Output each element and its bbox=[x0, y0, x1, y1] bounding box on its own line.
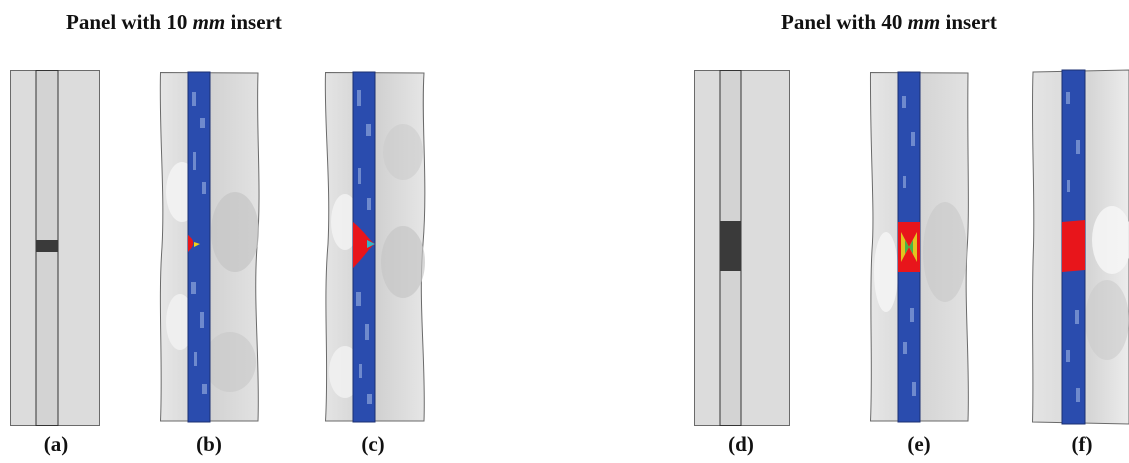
caption-a: (a) bbox=[43, 432, 69, 456]
right-group-title: Panel with 40 mm insert bbox=[781, 10, 997, 35]
panel-f-deformed bbox=[1031, 69, 1129, 425]
panel-c-deformed bbox=[324, 71, 426, 423]
panel-b-deformed bbox=[159, 71, 260, 423]
right-title-unit: mm bbox=[907, 10, 941, 34]
caption-d: (d) bbox=[728, 432, 754, 456]
panel-c-damage bbox=[353, 222, 375, 268]
panel-a-insert bbox=[36, 240, 58, 252]
panel-b-damage bbox=[188, 235, 194, 252]
caption-c: (c) bbox=[361, 432, 385, 456]
panel-d-undeformed bbox=[694, 70, 790, 426]
caption-e: (e) bbox=[907, 432, 931, 456]
panel-f-damage bbox=[1062, 220, 1085, 272]
panel-e-deformed bbox=[869, 71, 969, 423]
caption-b: (b) bbox=[196, 432, 222, 456]
left-title-suffix: insert bbox=[225, 10, 282, 34]
left-title-prefix: Panel with 10 bbox=[66, 10, 193, 34]
panel-a-undeformed bbox=[10, 70, 100, 426]
right-title-prefix: Panel with 40 bbox=[781, 10, 908, 34]
caption-f: (f) bbox=[1071, 432, 1093, 456]
left-title-unit: mm bbox=[192, 10, 226, 34]
panel-d-insert bbox=[720, 221, 741, 271]
right-title-suffix: insert bbox=[940, 10, 997, 34]
left-group-title: Panel with 10 mm insert bbox=[66, 10, 282, 35]
